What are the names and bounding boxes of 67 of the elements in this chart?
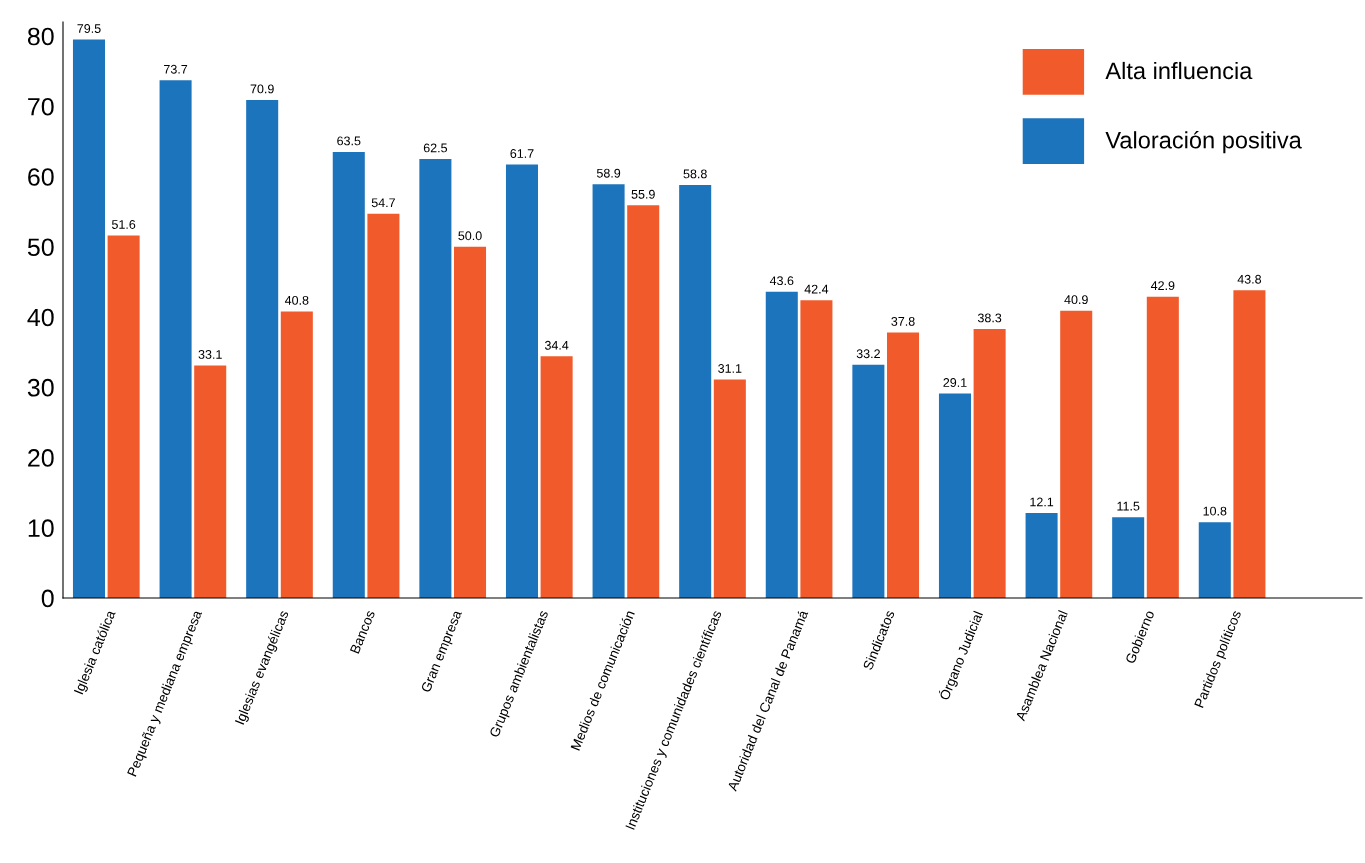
bar <box>1146 296 1179 598</box>
data-label: 50.0 <box>458 231 482 241</box>
data-label: 79.5 <box>77 24 101 33</box>
y-tick-label: 0 <box>41 589 54 608</box>
bar <box>938 393 971 598</box>
bar <box>194 365 227 598</box>
y-tick-label: 40 <box>27 308 54 327</box>
data-label: 33.1 <box>198 350 222 359</box>
data-label: 62.5 <box>423 143 448 153</box>
bar <box>1233 290 1266 598</box>
bar <box>1060 310 1093 598</box>
bar <box>505 164 538 598</box>
data-label: 54.7 <box>371 198 395 208</box>
bar <box>540 356 573 598</box>
data-label: 40.8 <box>284 295 309 305</box>
bar <box>852 364 885 598</box>
data-label: 42.4 <box>804 284 829 294</box>
data-label: 37.8 <box>891 316 915 326</box>
bar <box>367 213 400 598</box>
y-tick-label: 10 <box>28 519 54 538</box>
data-label: 40.9 <box>1064 295 1088 305</box>
y-tick-label: 60 <box>28 168 54 186</box>
bar <box>887 332 920 598</box>
data-label: 12.1 <box>1030 497 1054 507</box>
data-label: 11.5 <box>1117 501 1140 511</box>
data-label: 42.9 <box>1150 281 1175 291</box>
bar <box>332 151 365 598</box>
bar <box>765 291 798 598</box>
legend-label: Valoración positiva <box>1105 130 1302 154</box>
data-label: 58.8 <box>683 169 707 179</box>
data-label: 31.1 <box>718 364 742 373</box>
data-label: 55.9 <box>631 189 655 199</box>
bar <box>713 379 746 598</box>
bar <box>679 184 712 598</box>
bar <box>592 184 625 598</box>
data-label: 43.6 <box>769 276 794 286</box>
bar <box>454 246 487 598</box>
bar <box>72 39 105 598</box>
y-tick-label: 30 <box>27 378 54 397</box>
data-label: 10.8 <box>1203 506 1227 516</box>
data-label: 34.4 <box>544 340 569 350</box>
bar <box>419 158 452 598</box>
bar <box>246 99 279 598</box>
y-tick-label: 50 <box>27 238 54 257</box>
legend-label: Alta influencia <box>1105 61 1253 80</box>
y-tick-label: 70 <box>28 97 54 116</box>
y-tick-label: 80 <box>27 27 54 46</box>
data-label: 58.9 <box>596 168 621 178</box>
bar <box>1112 517 1145 598</box>
data-label: 73.7 <box>164 64 188 74</box>
bar <box>1025 513 1058 598</box>
data-label: 29.1 <box>943 378 967 387</box>
bar <box>1198 522 1231 598</box>
bar <box>107 235 140 598</box>
bar <box>159 80 192 598</box>
data-label: 43.8 <box>1237 274 1262 284</box>
data-label: 70.9 <box>250 84 274 94</box>
bar <box>800 300 833 598</box>
data-label: 33.2 <box>856 349 880 359</box>
bar <box>627 205 660 598</box>
bar <box>280 311 313 598</box>
data-label: 38.3 <box>977 313 1002 323</box>
data-label: 63.5 <box>337 136 361 146</box>
data-label: 61.7 <box>510 149 534 158</box>
data-label: 51.6 <box>111 220 136 229</box>
y-tick-label: 20 <box>28 449 54 467</box>
bar <box>973 328 1006 598</box>
